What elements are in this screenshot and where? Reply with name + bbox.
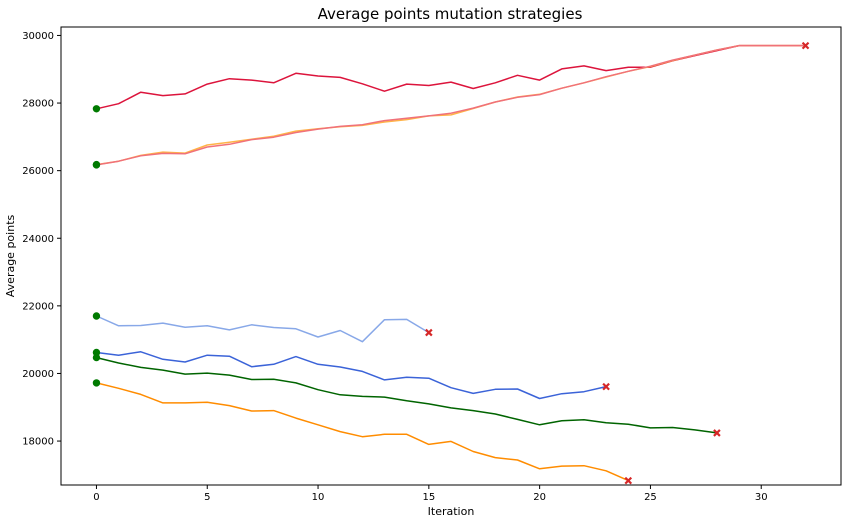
series-line-3 xyxy=(96,44,806,166)
x-tick-label: 30 xyxy=(755,492,768,503)
start-marker-6 xyxy=(92,353,101,362)
series-layer xyxy=(96,44,806,482)
series-line-6 xyxy=(96,356,718,434)
end-marker-4 xyxy=(425,328,433,337)
plot-frame xyxy=(60,26,842,486)
end-marker-1 xyxy=(801,41,810,50)
end-marker-7 xyxy=(624,476,633,485)
series-line-2 xyxy=(96,44,806,166)
start-marker-1 xyxy=(92,105,101,113)
x-axis-label: Iteration xyxy=(428,505,475,518)
y-tick-label: 18000 xyxy=(22,437,54,448)
x-tick-label: 15 xyxy=(422,492,435,503)
y-tick-label: 30000 xyxy=(22,31,54,42)
chart-title: Average points mutation strategies xyxy=(318,5,583,23)
y-tick-label: 24000 xyxy=(22,234,54,245)
start-marker-7 xyxy=(92,379,101,387)
x-tick-label: 20 xyxy=(533,492,546,503)
start-marker-4 xyxy=(92,312,101,320)
y-tick-label: 22000 xyxy=(22,301,54,312)
x-tick-label: 0 xyxy=(93,492,99,503)
series-line-1 xyxy=(96,44,806,110)
series-line-5 xyxy=(96,351,607,400)
x-axis: 0 5 10 15 20 25 30 xyxy=(93,485,768,503)
x-tick-label: 5 xyxy=(204,492,210,503)
x-tick-label: 10 xyxy=(312,492,325,503)
x-tick-label: 25 xyxy=(644,492,657,503)
y-axis-label: Average points xyxy=(4,215,17,298)
y-tick-label: 28000 xyxy=(22,99,54,110)
series-line-4 xyxy=(96,315,430,343)
series-line-7 xyxy=(96,382,629,482)
end-marker-5 xyxy=(602,382,610,391)
start-marker-3 xyxy=(92,161,101,169)
y-axis: 18000 20000 22000 24000 26000 28000 30000 xyxy=(22,31,61,448)
marker-layer xyxy=(92,41,810,485)
y-tick-label: 26000 xyxy=(22,166,54,177)
y-tick-label: 20000 xyxy=(22,369,54,380)
end-marker-6 xyxy=(713,429,721,437)
